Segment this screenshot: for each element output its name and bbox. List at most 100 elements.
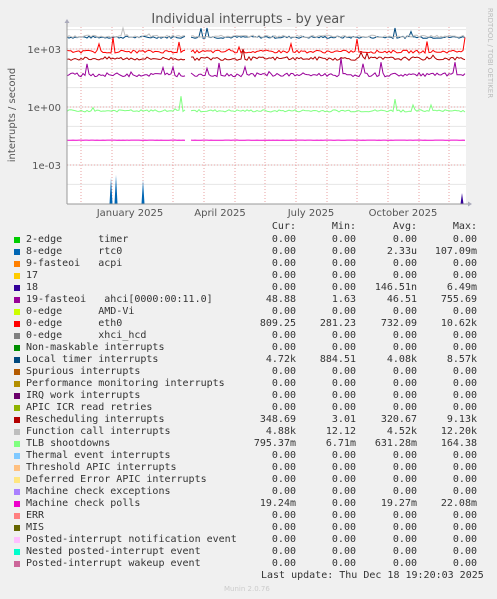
legend-value-max: 0.00 [452,342,477,353]
legend-label: TLB shootdowns [26,438,111,449]
legend-swatch [14,237,20,243]
legend-value-cur: 809.25 [259,318,296,329]
legend-value-max: 0.00 [452,390,477,401]
legend-value-cur: 0.00 [271,522,296,533]
legend-value-max: 0.00 [452,486,477,497]
chart-title: Individual interrupts - by year [151,12,345,27]
legend-row: TLB shootdowns 795.37m 6.71m 631.28m 164.38 [0,438,497,450]
legend-value-cur: 0.00 [271,246,296,257]
legend-value-max: 0.00 [452,366,477,377]
legend-value-max: 0.00 [452,510,477,521]
legend-value-avg: 0.00 [392,546,417,557]
legend-label: 8-edge rtc0 [26,246,123,257]
legend-value-min: 0.00 [331,462,356,473]
x-tick-label: January 2025 [96,208,164,219]
legend-value-min: 12.12 [325,426,356,437]
legend-value-min: 0.00 [331,402,356,413]
legend-value-min: 0.00 [331,258,356,269]
legend-value-cur: 0.00 [271,366,296,377]
legend-value-avg: 631.28m [374,438,417,449]
legend-swatch [14,441,20,447]
legend-label: IRQ work interrupts [26,390,141,401]
legend-value-max: 0.00 [452,522,477,533]
legend-value-avg: 0.00 [392,450,417,461]
legend-swatch [14,561,20,567]
legend-swatch [14,393,20,399]
legend-swatch [14,333,20,339]
legend-row: Rescheduling interrupts 348.69 3.01 320.67 9… [0,414,497,426]
legend-value-max: 0.00 [452,306,477,317]
legend-value-avg: 0.00 [392,234,417,245]
legend-value-cur: 0.00 [271,450,296,461]
legend-value-cur: 0.00 [271,486,296,497]
legend-value-avg: 0.00 [392,378,417,389]
legend-value-max: 0.00 [452,330,477,341]
legend-label: Machine check exceptions [26,486,171,497]
legend-value-min: 0.00 [331,486,356,497]
legend-swatch [14,429,20,435]
y-tick-label: 1e+03 [27,45,61,56]
legend-value-max: 755.69 [440,294,477,305]
legend-value-max: 107.09m [434,246,477,257]
x-tick-label: July 2025 [287,208,335,219]
legend-value-cur: 48.88 [265,294,296,305]
legend-value-cur: 0.00 [271,558,296,569]
legend-value-cur: 0.00 [271,342,296,353]
legend-row: Non-maskable interrupts 0.00 0.00 0.00 0.00 [0,342,497,354]
legend-label: Local timer interrupts [26,354,159,365]
legend-swatch [14,405,20,411]
legend-row: Nested posted-interrupt event 0.00 0.00 0.0… [0,546,497,558]
legend-value-max: 0.00 [452,450,477,461]
legend-value-cur: 4.72k [265,354,296,365]
legend-label: Posted-interrupt notification event [26,534,237,545]
legend-value-cur: 0.00 [271,474,296,485]
legend-value-avg: 46.51 [386,294,417,305]
y-tick-label: 1e-03 [32,161,61,172]
legend-row: Deferred Error APIC interrupts 0.00 0.00 0.… [0,474,497,486]
legend-row: Performance monitoring interrupts 0.00 0.0… [0,378,497,390]
legend-row: Threshold APIC interrupts 0.00 0.00 0.00 0.0… [0,462,497,474]
legend-label: Machine check polls [26,498,141,509]
legend-row: Posted-interrupt wakeup event 0.00 0.00 0.0… [0,558,497,570]
legend-value-min: 0.00 [331,366,356,377]
legend-label: MIS [26,522,45,533]
legend-row: Local timer interrupts 4.72k 884.51 4.08k 8.… [0,354,497,366]
legend-value-cur: 4.88k [265,426,296,437]
munin-version: Munin 2.0.76 [224,585,270,593]
legend-swatch [14,249,20,255]
legend-value-avg: 732.09 [380,318,417,329]
legend-swatch [14,297,20,303]
legend-value-cur: 0.00 [271,378,296,389]
legend-value-min: 0.00 [331,282,356,293]
legend-swatch [14,321,20,327]
x-tick-label: October 2025 [369,208,438,219]
legend-row: 0-edge eth0 809.25 281.23 732.09 10.62k [0,318,497,330]
series-line-function-call [66,26,466,39]
legend-value-max: 0.00 [452,462,477,473]
legend-swatch [14,369,20,375]
legend-value-avg: 0.00 [392,330,417,341]
legend-value-avg: 19.27m [380,498,417,509]
legend-value-min: 0.00 [331,498,356,509]
legend-value-avg: 4.52k [386,426,417,437]
legend-row: ERR 0.00 0.00 0.00 0.00 [0,510,497,522]
legend-label: Threshold APIC interrupts [26,462,177,473]
legend-swatch [14,513,20,519]
legend-value-min: 281.23 [319,318,356,329]
legend-swatch [14,285,20,291]
legend-value-min: 0.00 [331,234,356,245]
legend-label: 18 [26,282,39,293]
legend-value-min: 0.00 [331,306,356,317]
series-line-rescheduling [66,48,466,62]
legend-value-avg: 0.00 [392,510,417,521]
legend-value-avg: 2.33u [386,246,417,257]
legend-value-max: 10.62k [440,318,477,329]
legend-row: 18 0.00 0.00 146.51n 6.49m [0,282,497,294]
legend-swatch [14,477,20,483]
legend-value-cur: 0.00 [271,270,296,281]
legend-label: Non-maskable interrupts [26,342,165,353]
legend-value-avg: 0.00 [392,558,417,569]
series-line-tlb [66,96,466,113]
legend-header: Max: [452,221,477,232]
legend-value-min: 6.71m [325,438,356,449]
